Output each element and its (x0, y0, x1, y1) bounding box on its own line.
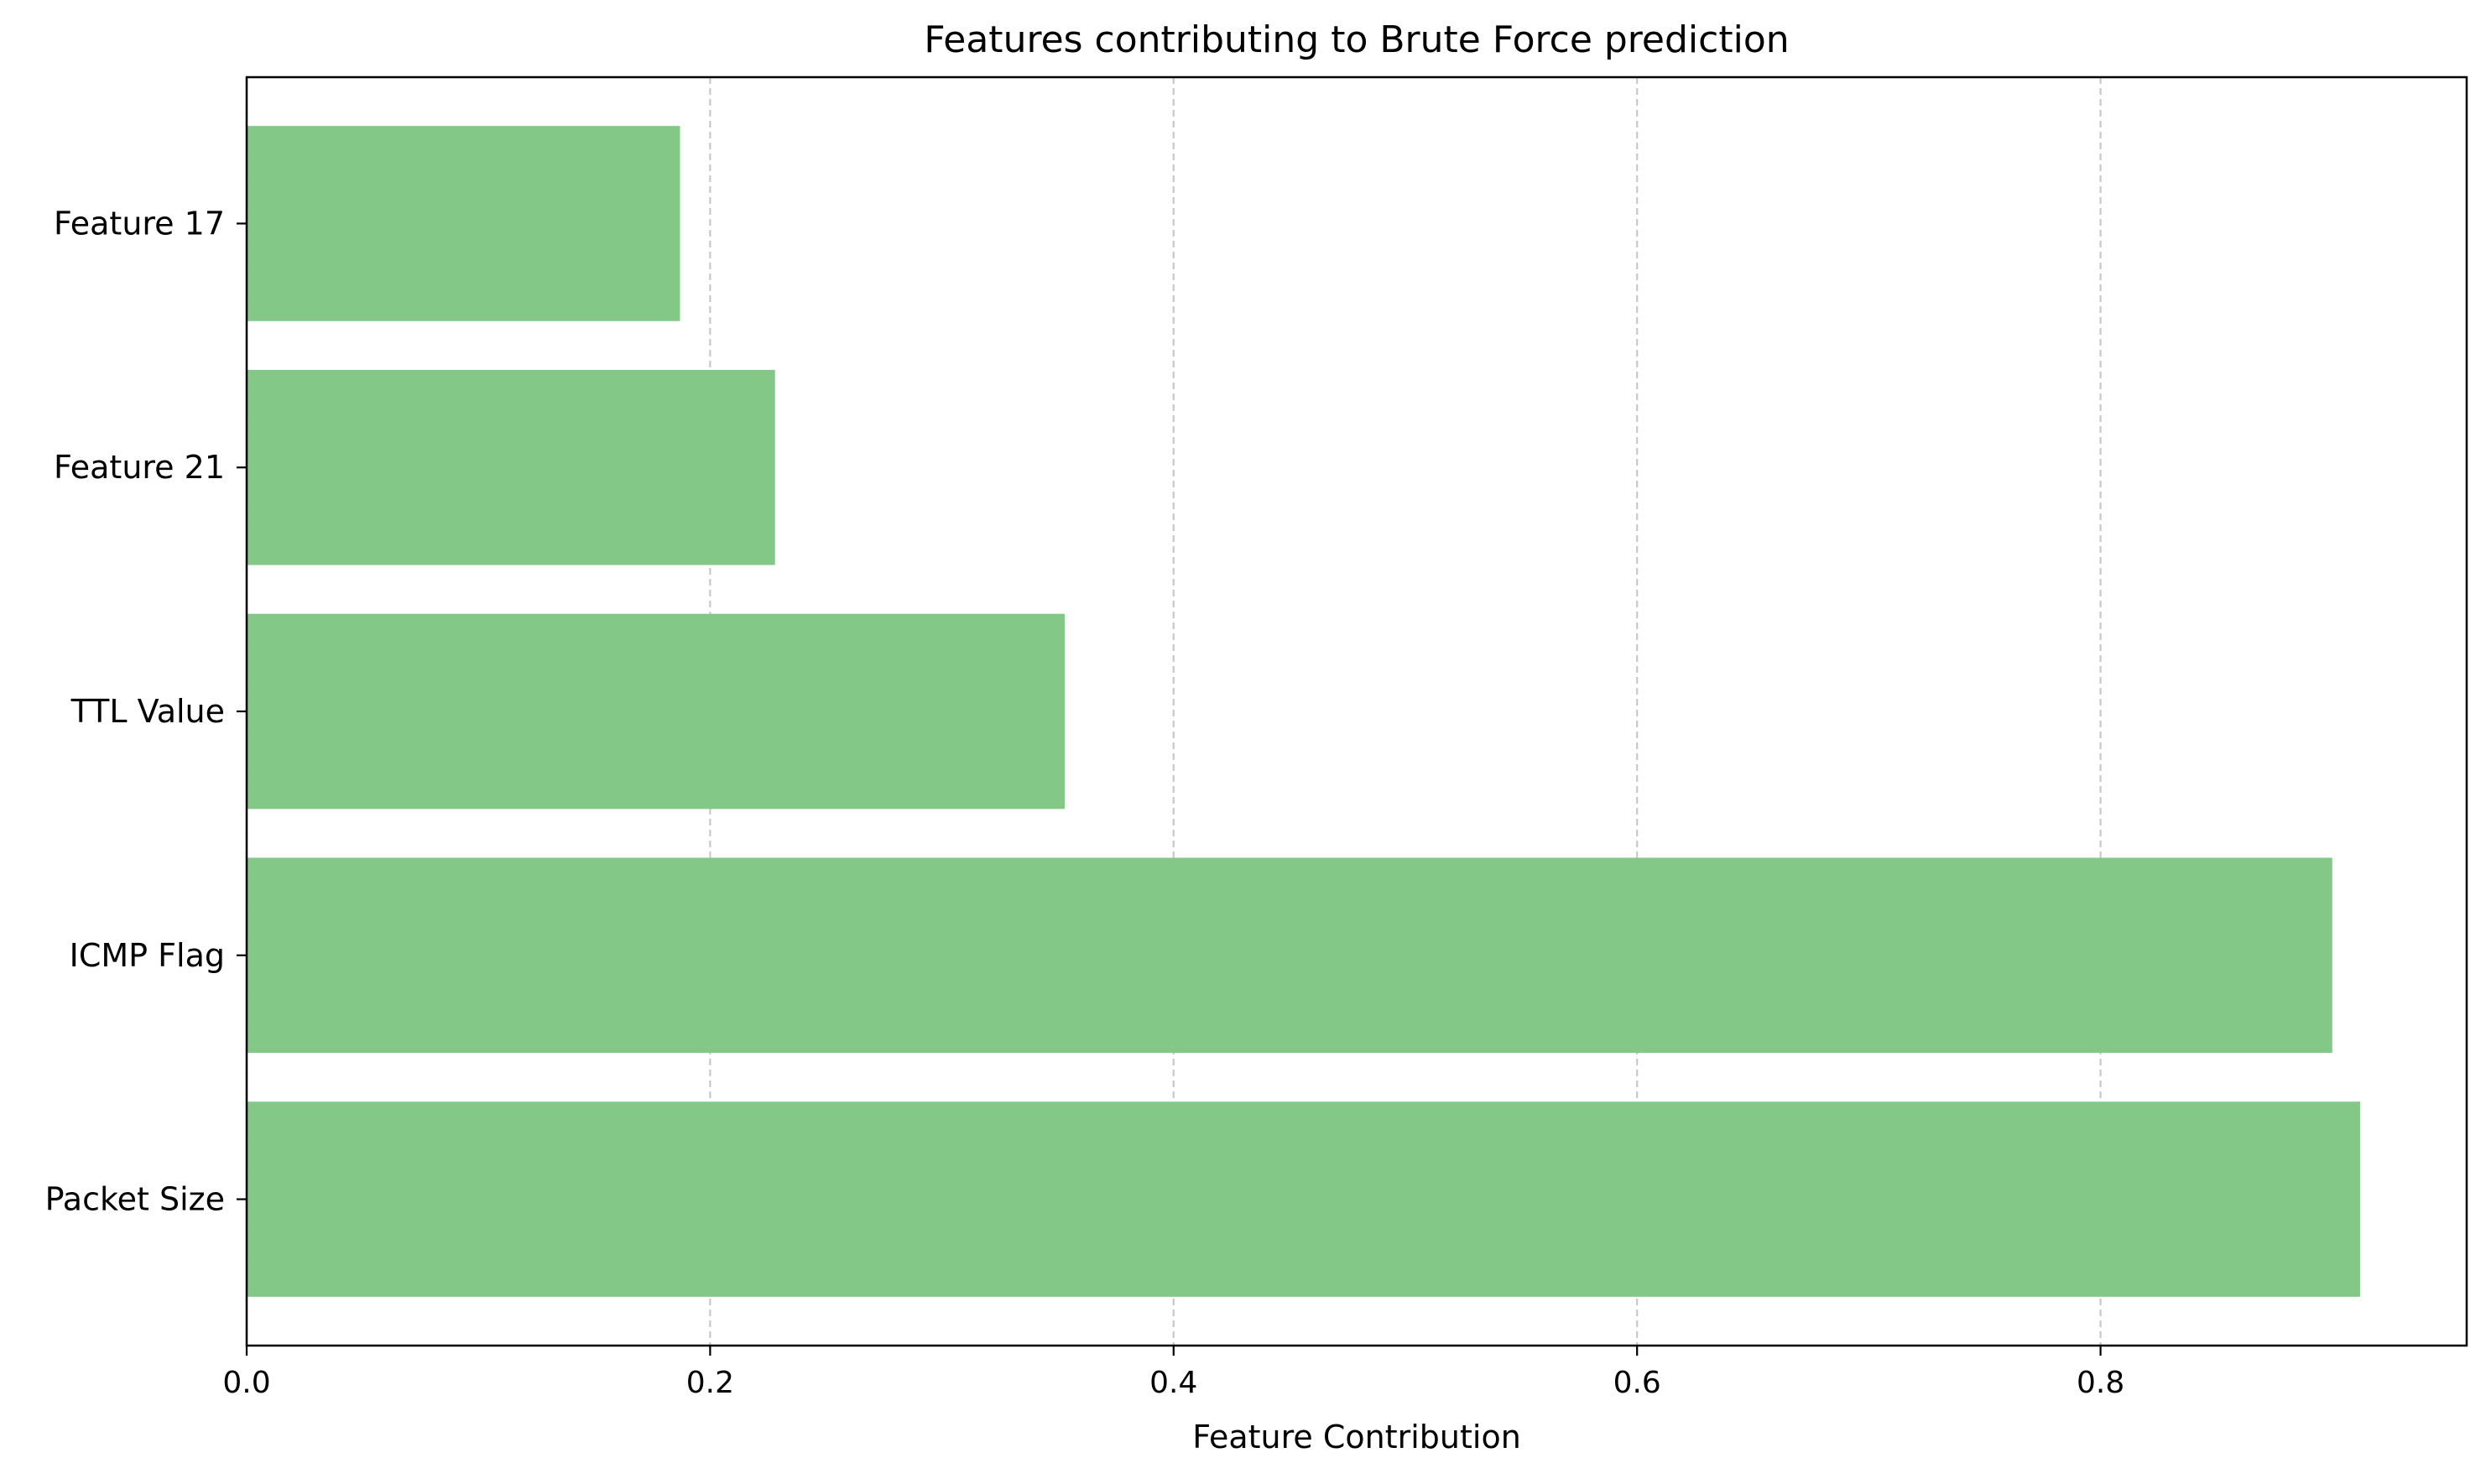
bars (247, 126, 2360, 1297)
bar-icmp-flag (247, 857, 2332, 1054)
y-tick-label-icmp-flag: ICMP Flag (70, 937, 225, 974)
y-tick-label-feature-21: Feature 21 (54, 449, 225, 486)
x-tick-label-2: 0.4 (1149, 1366, 1197, 1400)
x-tick-label-3: 0.6 (1613, 1366, 1661, 1400)
x-axis-label: Feature Contribution (1192, 1419, 1521, 1455)
x-tick-label-4: 0.8 (2077, 1366, 2124, 1400)
bar-packet-size (247, 1101, 2360, 1297)
x-tick-label-1: 0.2 (686, 1366, 734, 1400)
y-tick-label-feature-17: Feature 17 (54, 205, 225, 242)
y-tick-label-ttl-value: TTL Value (70, 693, 225, 730)
y-tick-label-packet-size: Packet Size (45, 1181, 225, 1218)
x-axis-ticks: 0.0 0.2 0.4 0.6 0.8 (222, 1346, 2124, 1400)
bar-feature-17 (247, 126, 680, 321)
y-axis-ticks: Packet Size ICMP Flag TTL Value Feature 21 F… (45, 205, 247, 1218)
bar-feature-21 (247, 369, 775, 565)
bar-ttl-value (247, 613, 1065, 810)
chart-title: Features contributing to Brute Force pre… (924, 18, 1789, 61)
x-tick-label-0: 0.0 (222, 1366, 270, 1400)
